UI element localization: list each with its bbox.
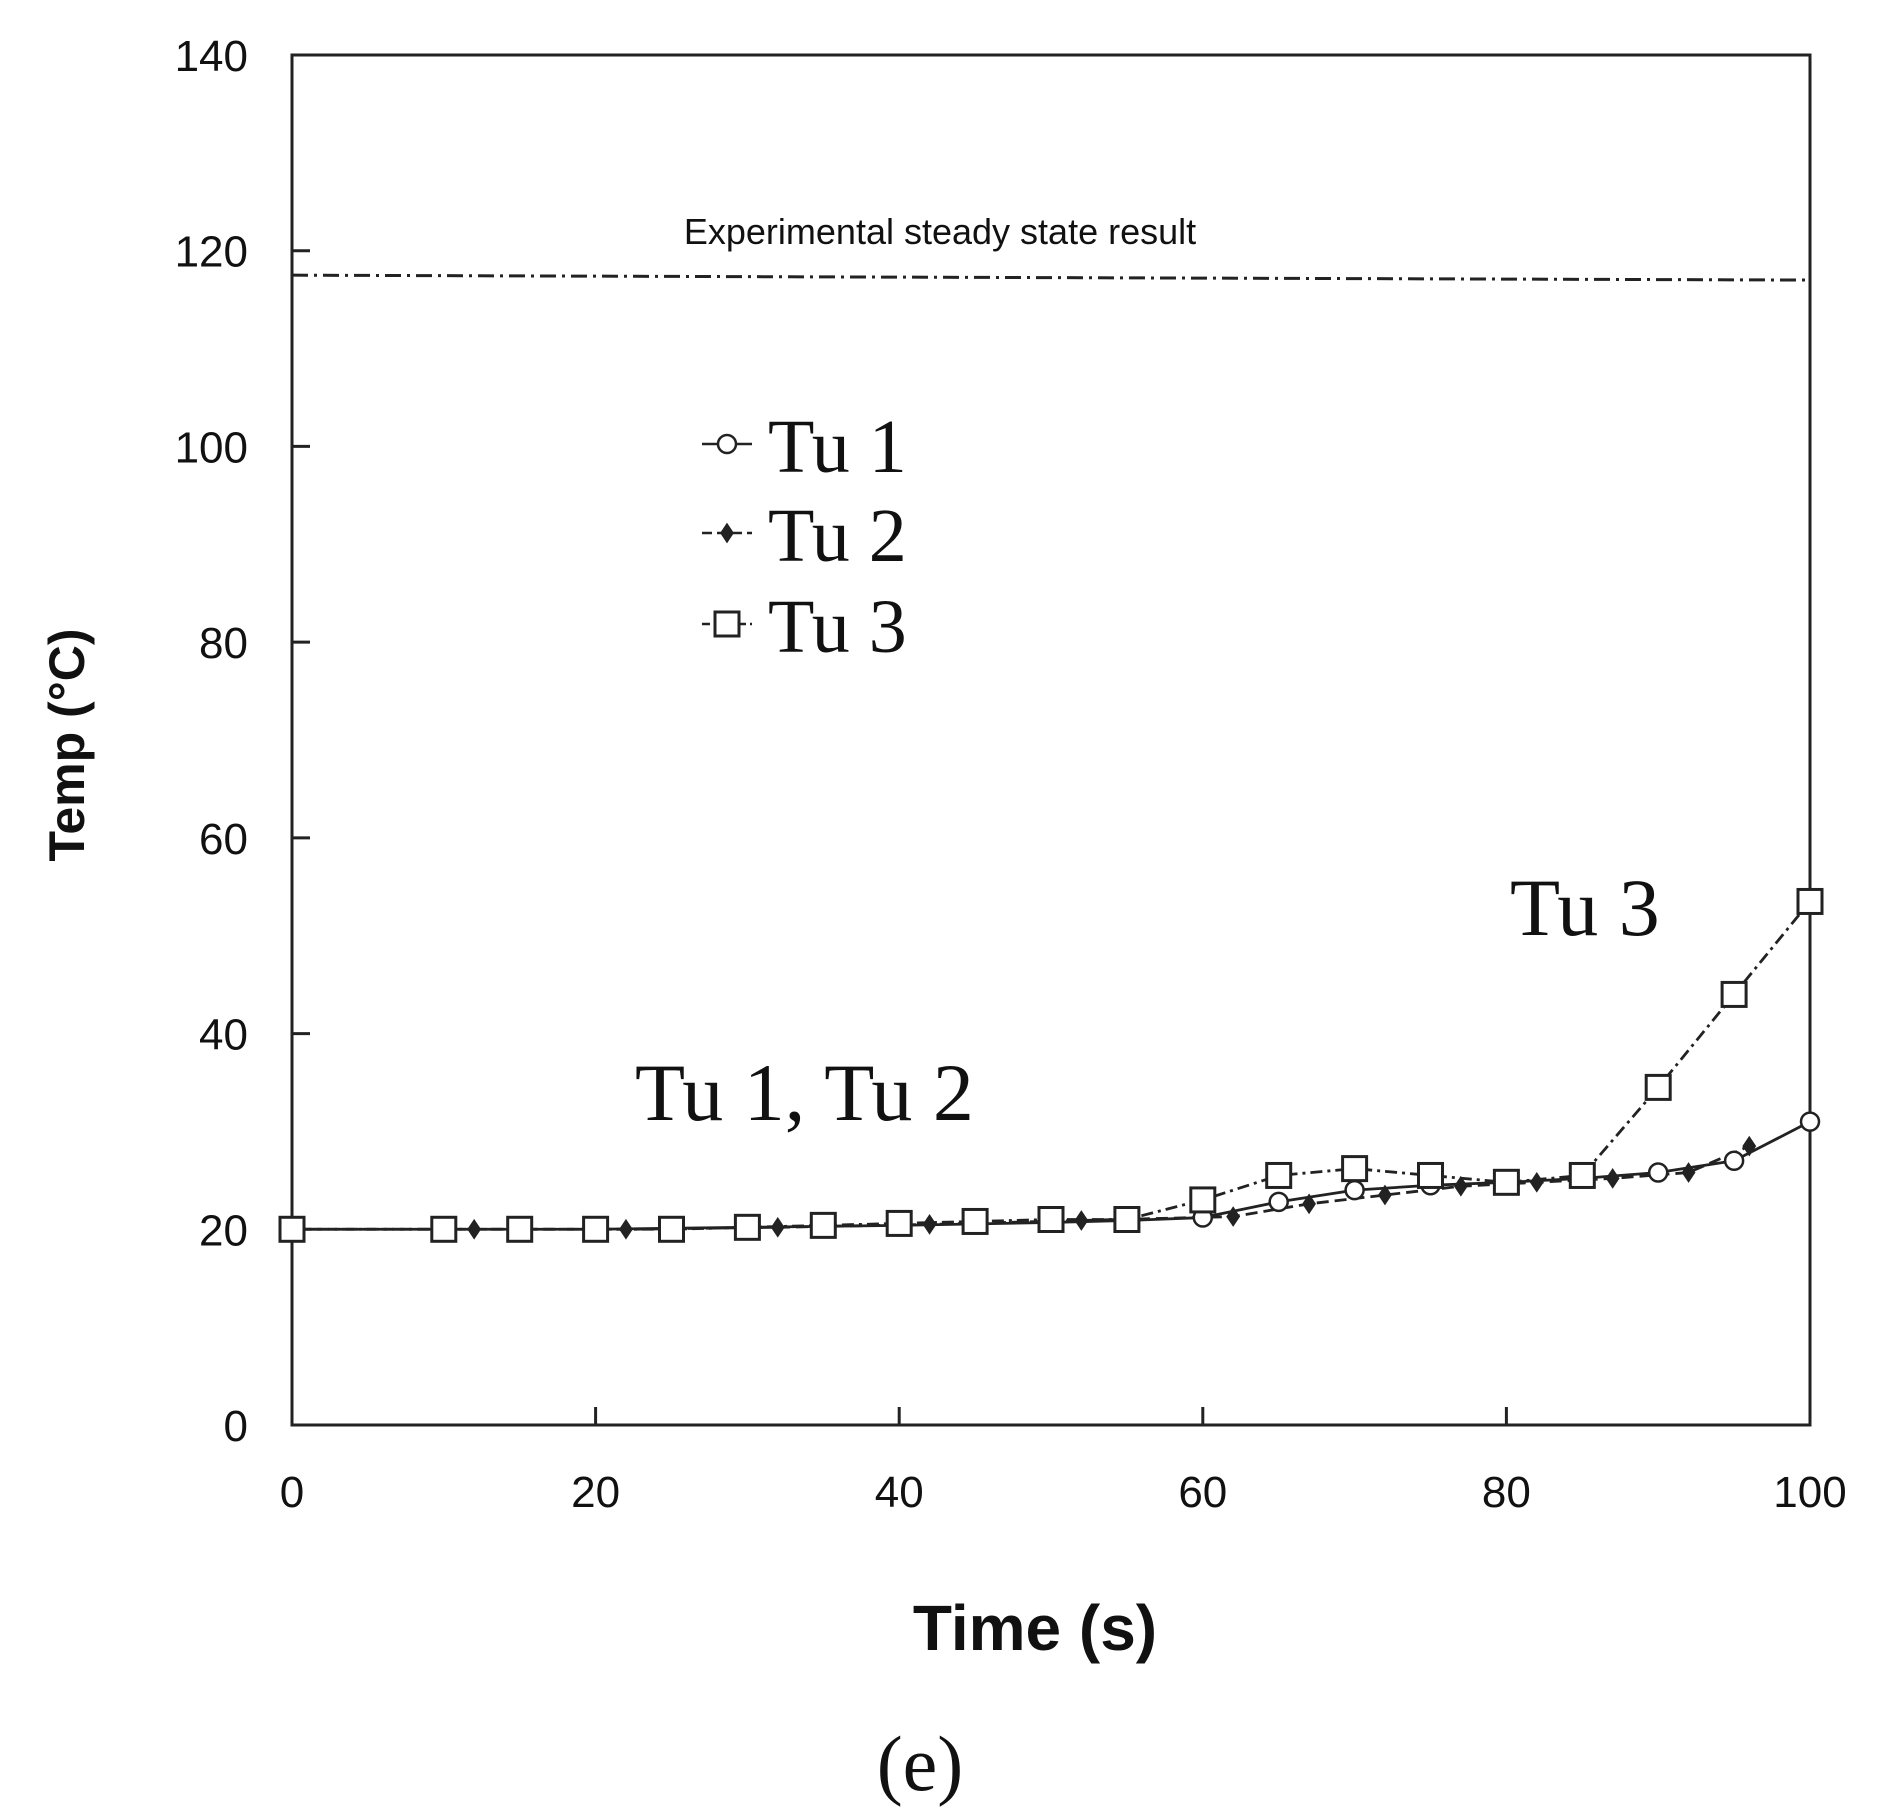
data-point-square	[961, 1207, 989, 1235]
series-tu-3	[278, 887, 1824, 1243]
data-point-square	[809, 1211, 837, 1239]
data-point-square	[1720, 980, 1748, 1008]
data-point-square	[1113, 1206, 1141, 1233]
panel-label: (e)	[877, 1720, 964, 1807]
y-tick-label: 40	[199, 1011, 248, 1060]
legend-swatch-marker	[716, 433, 738, 455]
data-point-circle	[1344, 1179, 1365, 1201]
y-tick-label: 140	[175, 32, 248, 81]
legend-entry: Tu 2	[702, 494, 907, 578]
legend: Tu 1Tu 2Tu 3	[702, 405, 907, 669]
y-tick-label: 60	[199, 815, 248, 864]
annotation-tu1-tu2: Tu 1, Tu 2	[635, 1047, 974, 1138]
legend-label: Tu 2	[768, 494, 907, 578]
legend-swatch-marker	[720, 522, 734, 544]
legend-label: Tu 3	[768, 585, 907, 669]
plot-area	[290, 53, 1812, 1427]
legend-label: Tu 1	[768, 405, 907, 489]
data-point-square	[1341, 1155, 1369, 1183]
y-tick-label: 20	[199, 1206, 248, 1255]
data-point-circle	[1647, 1162, 1669, 1183]
reference-line-label: Experimental steady state result	[684, 211, 1196, 252]
data-point-square	[1492, 1168, 1520, 1196]
data-point-circle	[1723, 1150, 1745, 1172]
data-point-diamond	[1378, 1184, 1392, 1206]
data-point-diamond	[1605, 1168, 1620, 1189]
data-point-square	[1417, 1161, 1444, 1189]
legend-swatch-marker	[713, 610, 741, 638]
series-line	[292, 1144, 1750, 1231]
data-point-square	[278, 1215, 306, 1243]
legend-entry: Tu 3	[702, 585, 907, 669]
x-tick-label: 20	[571, 1468, 620, 1517]
data-point-square	[1796, 887, 1824, 915]
y-tick-label: 0	[224, 1402, 248, 1451]
data-point-circle	[1268, 1191, 1289, 1213]
plot-frame	[290, 53, 1812, 1427]
data-point-square	[506, 1215, 534, 1243]
data-point-diamond	[1226, 1206, 1241, 1227]
data-point-circle	[1799, 1111, 1821, 1132]
data-point-square	[733, 1213, 761, 1241]
data-point-square	[658, 1215, 685, 1243]
x-tick-label: 40	[875, 1468, 924, 1517]
x-tick-label: 100	[1773, 1468, 1846, 1517]
y-tick-label: 80	[199, 619, 248, 668]
data-point-square	[1265, 1161, 1293, 1189]
steady-state-reference-line	[291, 273, 1811, 282]
data-point-square	[430, 1215, 458, 1243]
reference-line-group	[291, 273, 1811, 282]
data-point-square	[582, 1215, 610, 1243]
x-axis-title: Time (s)	[913, 1592, 1157, 1664]
y-axis-title: Temp (°C)	[39, 629, 95, 862]
data-point-square	[1189, 1186, 1217, 1214]
axis-ticks: 0 20 40 60 80 100 0 20 40 60 80 100 120 140	[175, 32, 1847, 1517]
data-point-square	[1037, 1206, 1065, 1233]
data-point-square	[885, 1209, 913, 1237]
x-tick-label: 0	[280, 1468, 304, 1517]
data-point-diamond	[1302, 1193, 1316, 1215]
data-point-diamond	[1742, 1135, 1757, 1157]
data-point-square	[1568, 1161, 1596, 1189]
x-tick-label: 80	[1482, 1468, 1531, 1517]
x-tick-label: 60	[1178, 1468, 1227, 1517]
data-point-square	[1644, 1073, 1672, 1101]
legend-entry: Tu 1	[702, 405, 907, 489]
y-tick-label: 120	[175, 228, 248, 277]
y-tick-label: 100	[175, 423, 248, 472]
annotation-tu3: Tu 3	[1510, 862, 1660, 953]
series-group	[278, 887, 1824, 1243]
